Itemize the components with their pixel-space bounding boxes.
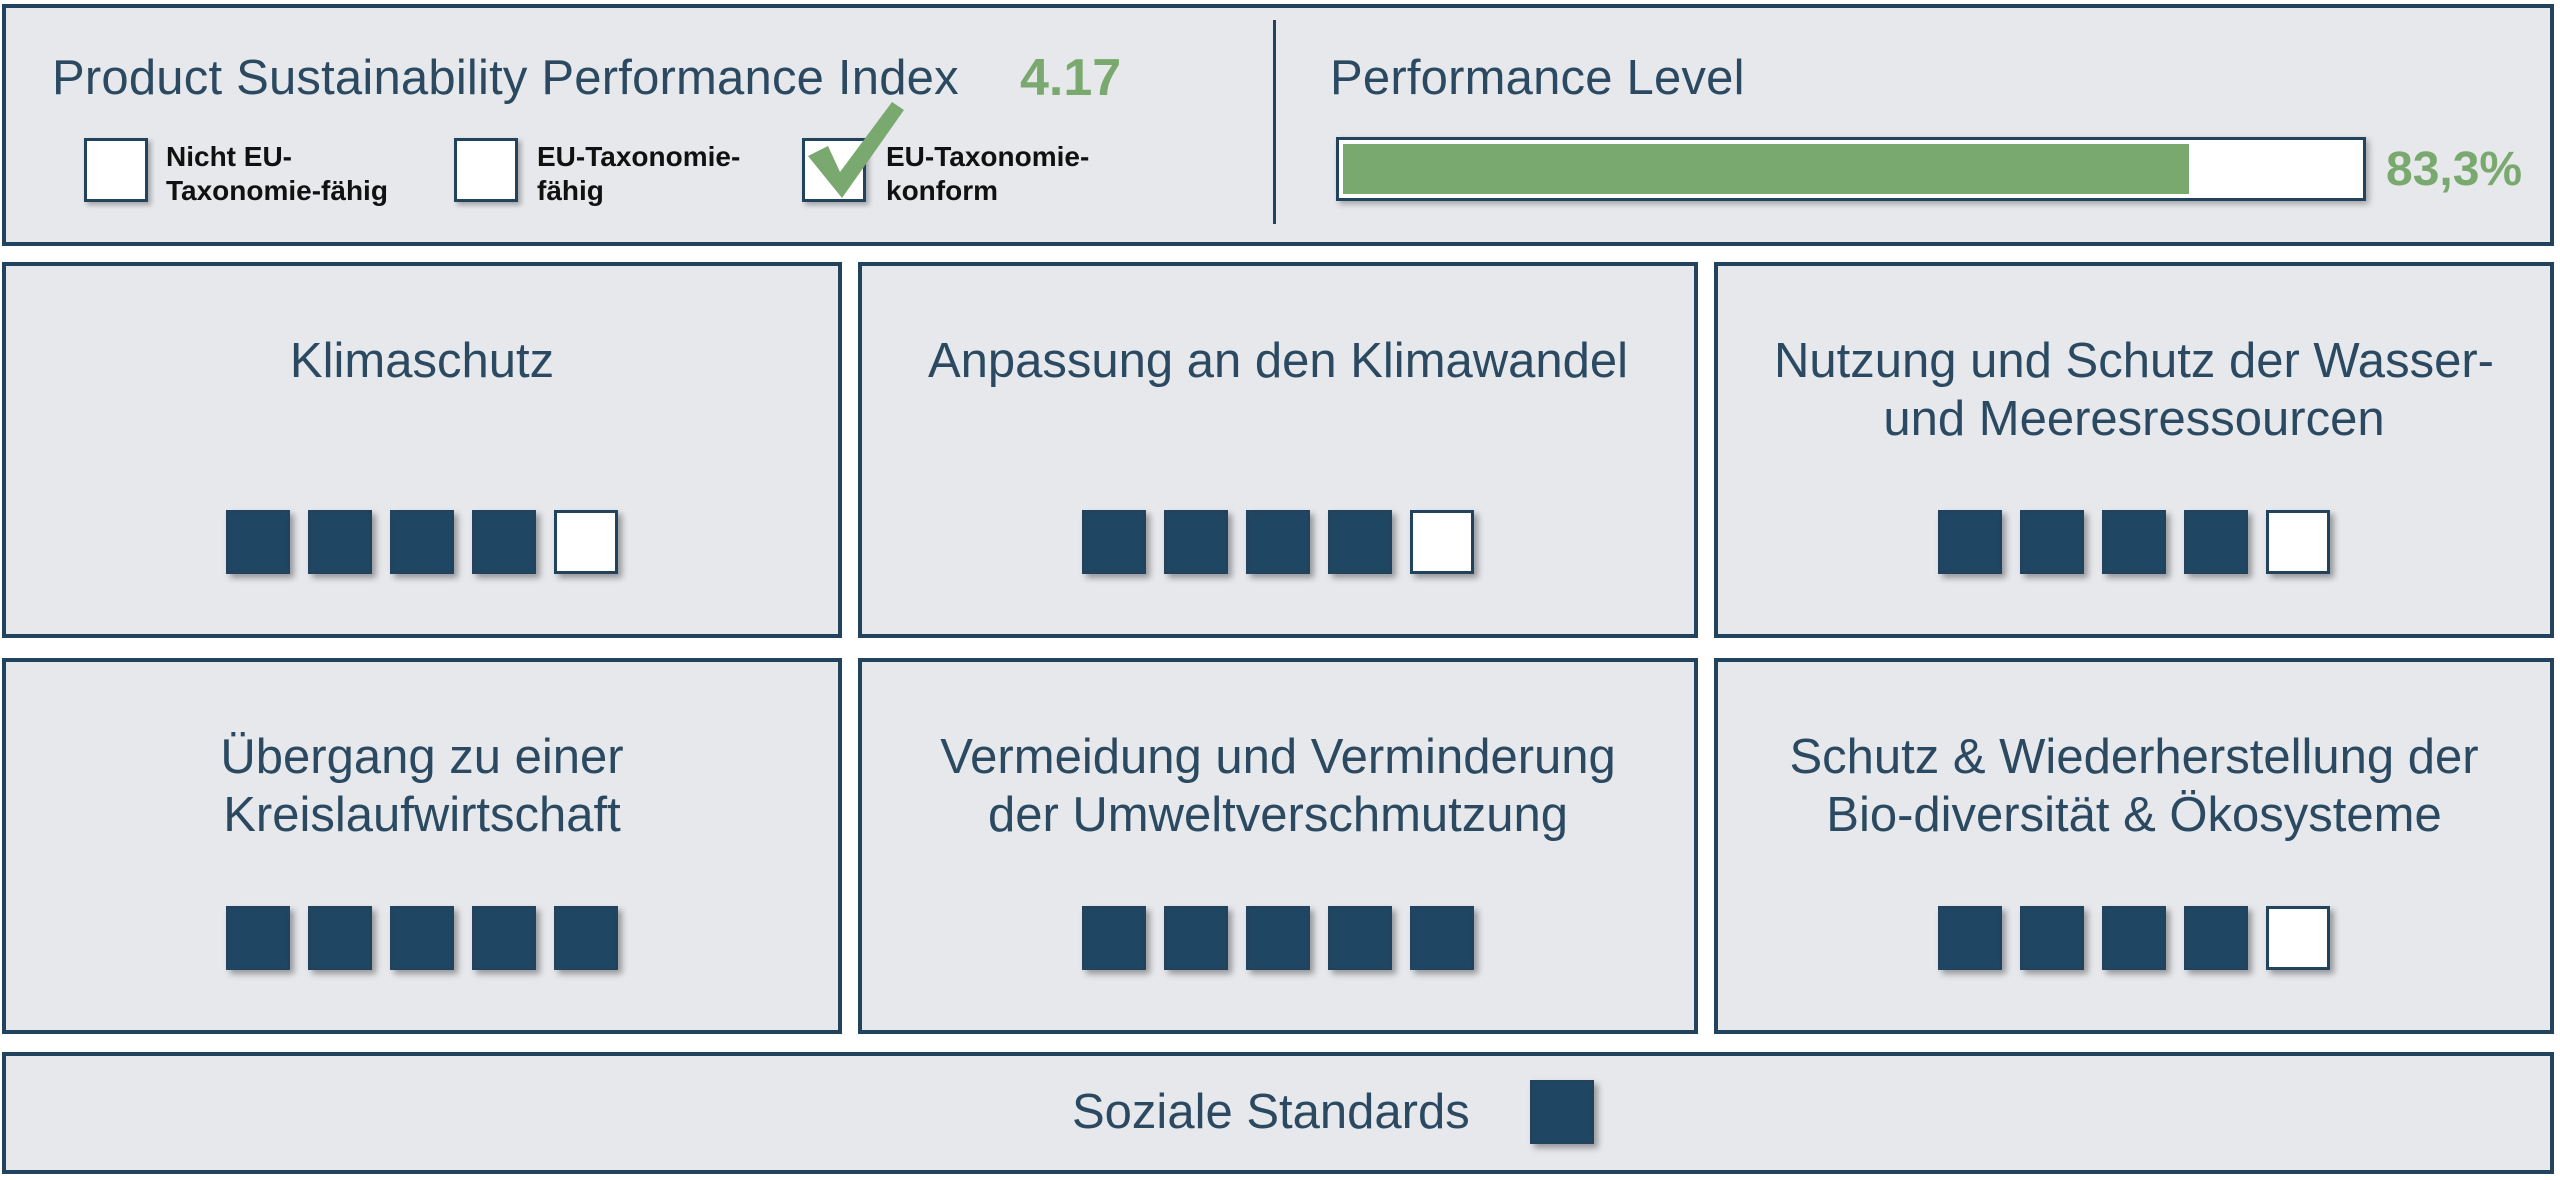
card-title-line: Klimaschutz — [289, 334, 555, 388]
performance-level-title: Performance Level — [1330, 51, 1745, 105]
rating-block-filled — [1164, 906, 1228, 970]
header-panel — [2, 4, 2554, 246]
checkbox-label-line: EU-Taxonomie- — [537, 141, 741, 172]
rating-block-empty — [2266, 906, 2330, 970]
card-title: Nutzung und Schutz der Wasser- und Meere… — [1718, 332, 2550, 448]
rating-block-filled — [226, 906, 290, 970]
checkbox-nicht-eu-taxonomie-faehig[interactable] — [84, 138, 148, 202]
rating-block-filled — [226, 510, 290, 574]
rating-blocks — [862, 906, 1694, 972]
check-mark-icon — [808, 102, 904, 198]
rating-block-filled — [1082, 906, 1146, 970]
card-title-line: Schutz & Wiederherstellung der — [1789, 730, 2479, 784]
rating-block-empty — [2266, 510, 2330, 574]
performance-value: 83,3% — [2386, 143, 2523, 196]
checkbox-label-eu-taxonomie-konform: EU-Taxonomie- konform — [886, 140, 1089, 208]
rating-block-filled — [554, 906, 618, 970]
rating-blocks — [862, 510, 1694, 576]
card-anpassung-klimawandel: Anpassung an den Klimawandel — [858, 262, 1698, 638]
rating-block-filled — [1938, 510, 2002, 574]
rating-block-filled — [308, 906, 372, 970]
rating-block-filled — [308, 510, 372, 574]
card-biodiversitaet: Schutz & Wiederherstellung der Bio-diver… — [1714, 658, 2554, 1034]
rating-block-filled — [1328, 906, 1392, 970]
rating-block-filled — [472, 510, 536, 574]
checkbox-label-nicht-eu-taxonomie-faehig: Nicht EU- Taxonomie-fähig — [166, 140, 388, 208]
rating-block-filled — [1082, 510, 1146, 574]
checkbox-eu-taxonomie-faehig[interactable] — [454, 138, 518, 202]
card-title: Vermeidung und Verminderung der Umweltve… — [862, 728, 1694, 844]
card-title-line: Nutzung und Schutz der Wasser- — [1774, 334, 2494, 388]
header-divider — [1273, 20, 1276, 224]
index-value: 4.17 — [1020, 49, 1122, 107]
card-title: Schutz & Wiederherstellung der Bio-diver… — [1718, 728, 2550, 844]
checkbox-label-line: konform — [886, 175, 998, 206]
rating-block-filled — [2102, 510, 2166, 574]
card-wasser-meeresressourcen: Nutzung und Schutz der Wasser- und Meere… — [1714, 262, 2554, 638]
card-title: Anpassung an den Klimawandel — [862, 332, 1694, 390]
card-title-line: Anpassung an den Klimawandel — [927, 334, 1629, 388]
rating-block-filled — [1164, 510, 1228, 574]
card-umweltverschmutzung: Vermeidung und Verminderung der Umweltve… — [858, 658, 1698, 1034]
rating-block-empty — [554, 510, 618, 574]
index-title: Product Sustainability Performance Index — [52, 51, 959, 105]
rating-block-filled — [1328, 510, 1392, 574]
rating-block-filled — [2020, 510, 2084, 574]
card-title: Klimaschutz — [6, 332, 838, 390]
card-title-line: Kreislaufwirtschaft — [223, 788, 621, 842]
rating-block-filled — [390, 510, 454, 574]
rating-block-filled — [1938, 906, 2002, 970]
rating-blocks — [6, 906, 838, 972]
card-title-line: der Umweltverschmutzung — [987, 788, 1569, 842]
rating-block-filled — [2184, 510, 2248, 574]
checkbox-label-eu-taxonomie-faehig: EU-Taxonomie- fähig — [537, 140, 740, 208]
card-title-line: und Meeresressourcen — [1883, 392, 2385, 446]
rating-blocks — [6, 510, 838, 576]
card-title: Übergang zu einer Kreislaufwirtschaft — [6, 728, 838, 844]
performance-bar — [1336, 137, 2366, 201]
footer-panel — [2, 1052, 2554, 1174]
card-kreislaufwirtschaft: Übergang zu einer Kreislaufwirtschaft — [2, 658, 842, 1034]
card-klimaschutz: Klimaschutz — [2, 262, 842, 638]
checkbox-label-line: fähig — [537, 175, 604, 206]
rating-block-filled — [2102, 906, 2166, 970]
rating-block-empty — [1410, 510, 1474, 574]
rating-block-filled — [472, 906, 536, 970]
rating-blocks — [1718, 510, 2550, 576]
soziale-standards-label: Soziale Standards — [1072, 1085, 1470, 1139]
card-title-line: Vermeidung und Verminderung — [940, 730, 1616, 784]
rating-block-filled — [1410, 906, 1474, 970]
rating-block-filled — [1530, 1080, 1594, 1144]
rating-block-filled — [1246, 906, 1310, 970]
rating-block-filled — [390, 906, 454, 970]
performance-bar-fill — [1343, 144, 2189, 194]
card-title-line: Übergang zu einer — [220, 730, 624, 784]
rating-blocks — [1718, 906, 2550, 972]
rating-block-filled — [2184, 906, 2248, 970]
checkbox-label-line: Nicht EU- — [166, 141, 292, 172]
rating-block-filled — [1246, 510, 1310, 574]
card-title-line: Bio-diversität & Ökosysteme — [1826, 788, 2442, 842]
rating-block-filled — [2020, 906, 2084, 970]
checkbox-label-line: Taxonomie-fähig — [166, 175, 388, 206]
checkbox-label-line: EU-Taxonomie- — [886, 141, 1090, 172]
